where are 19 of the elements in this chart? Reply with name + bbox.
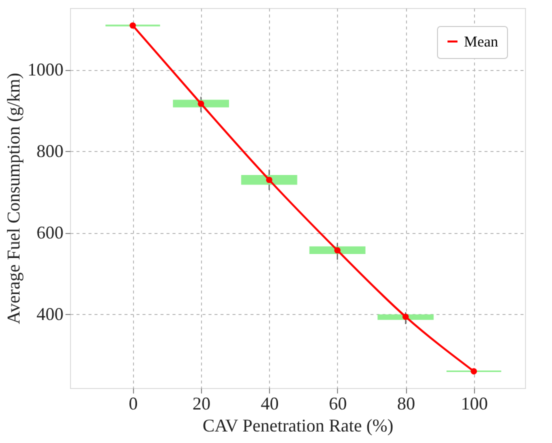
point [266,176,272,184]
y-tick-label: 800 [36,140,64,161]
x-tick-label: 60 [328,394,347,414]
x-tick-label: 20 [192,394,210,414]
x-tick-label: 0 [128,394,138,414]
point [334,247,341,254]
point [130,22,136,29]
point [470,368,477,374]
x-axis-title: CAV Penetration Rate (%) [202,416,394,436]
x-tick-label: 40 [260,394,279,414]
x-tick-label: 100 [460,394,488,414]
y-tick-label: 1000 [28,59,64,80]
point [198,100,204,107]
y-tick-label: 600 [36,222,64,242]
x-tick-label: 80 [397,394,416,414]
point [402,314,409,320]
y-tick-label: 400 [36,304,64,324]
y-axis-title: Average Fuel Consumption (g/km) [4,72,24,324]
legend-label: Mean [464,34,499,50]
